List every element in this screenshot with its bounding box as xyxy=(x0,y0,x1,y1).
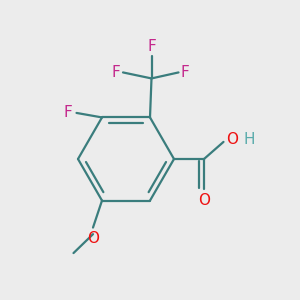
Text: F: F xyxy=(181,65,190,80)
Text: F: F xyxy=(63,105,72,120)
Text: O: O xyxy=(87,231,99,246)
Text: O: O xyxy=(226,132,238,147)
Text: F: F xyxy=(112,65,121,80)
Text: O: O xyxy=(198,193,210,208)
Text: H: H xyxy=(244,132,255,147)
Text: F: F xyxy=(147,38,156,53)
